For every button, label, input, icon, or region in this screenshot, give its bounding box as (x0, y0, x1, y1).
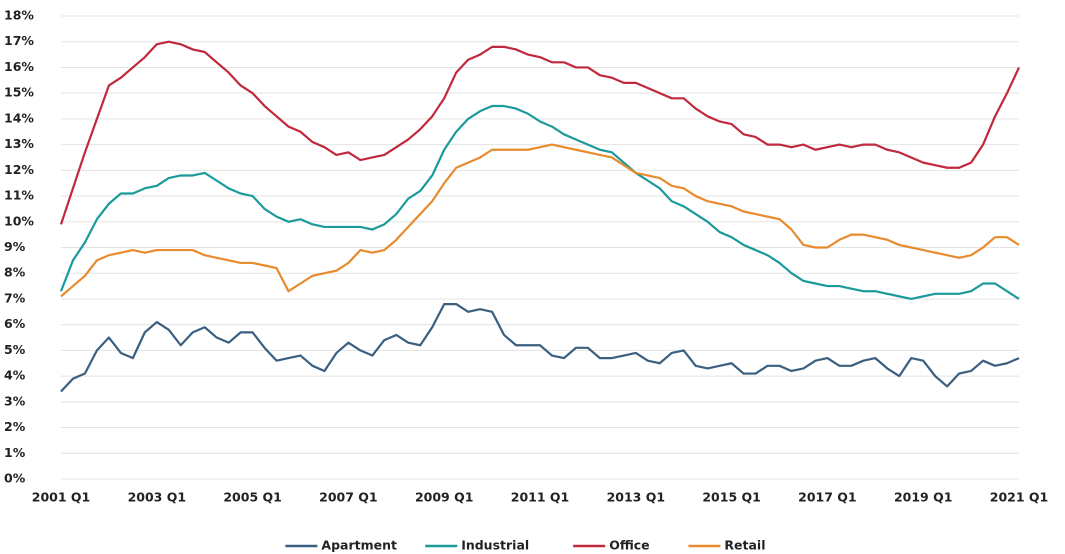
x-tick-label: 2021 Q1 (990, 490, 1048, 505)
y-tick-label: 13% (4, 136, 34, 151)
x-tick-label: 2019 Q1 (894, 490, 952, 505)
legend-label: Retail (724, 538, 765, 553)
y-tick-label: 12% (4, 162, 34, 177)
x-tick-label: 2005 Q1 (223, 490, 281, 505)
y-tick-label: 9% (4, 239, 26, 254)
series-line (59, 40, 1020, 225)
x-tick-label: 2013 Q1 (607, 490, 665, 505)
y-tick-label: 7% (4, 290, 26, 305)
x-tick-label: 2003 Q1 (128, 490, 186, 505)
y-tick-label: 15% (4, 85, 34, 100)
y-tick-label: 0% (4, 471, 26, 486)
y-tick-label: 3% (4, 393, 26, 408)
x-tick-label: 2007 Q1 (319, 490, 377, 505)
y-tick-label: 1% (4, 445, 26, 460)
x-tick-label: 2015 Q1 (702, 490, 760, 505)
y-tick-label: 2% (4, 419, 26, 434)
x-tick-label: 2011 Q1 (511, 490, 569, 505)
y-tick-label: 10% (4, 213, 34, 228)
legend-label: Apartment (321, 538, 397, 553)
x-tick-label: 2009 Q1 (415, 490, 473, 505)
y-tick-label: 11% (4, 188, 34, 203)
y-tick-label: 8% (4, 265, 26, 280)
legend-label: Office (609, 538, 649, 553)
y-tick-label: 4% (4, 368, 26, 383)
y-tick-label: 17% (4, 33, 34, 48)
x-tick-label: 2001 Q1 (32, 490, 90, 505)
y-tick-label: 6% (4, 316, 26, 331)
y-tick-label: 5% (4, 342, 26, 357)
y-tick-label: 16% (4, 59, 34, 74)
y-tick-label: 18% (4, 8, 34, 23)
series-line (60, 143, 1020, 298)
series-line (60, 302, 1020, 393)
x-tick-label: 2017 Q1 (798, 490, 856, 505)
legend-label: Industrial (461, 538, 529, 553)
series-line (59, 104, 1020, 301)
y-tick-label: 14% (4, 110, 34, 125)
